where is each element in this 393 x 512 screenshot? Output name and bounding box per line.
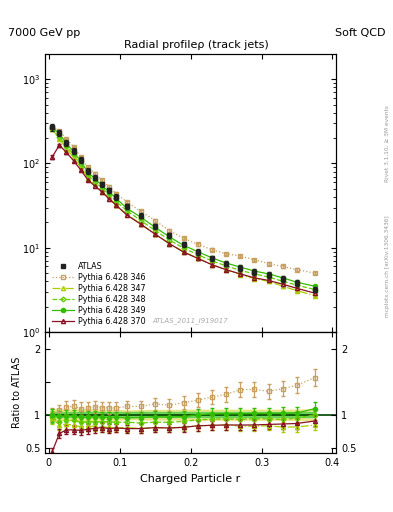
- Text: mcplots.cern.ch [arXiv:1306.3436]: mcplots.cern.ch [arXiv:1306.3436]: [385, 216, 390, 317]
- Text: 7000 GeV pp: 7000 GeV pp: [8, 28, 80, 38]
- Text: Soft QCD: Soft QCD: [335, 28, 385, 38]
- X-axis label: Charged Particle r: Charged Particle r: [140, 474, 241, 483]
- Title: Radial profileρ (track jets): Radial profileρ (track jets): [124, 40, 269, 50]
- Text: Rivet 3.1.10, ≥ 3M events: Rivet 3.1.10, ≥ 3M events: [385, 105, 390, 182]
- Legend: ATLAS, Pythia 6.428 346, Pythia 6.428 347, Pythia 6.428 348, Pythia 6.428 349, P: ATLAS, Pythia 6.428 346, Pythia 6.428 34…: [49, 259, 148, 328]
- Text: ATLAS_2011_I919017: ATLAS_2011_I919017: [153, 317, 228, 324]
- Y-axis label: Ratio to ATLAS: Ratio to ATLAS: [12, 357, 22, 429]
